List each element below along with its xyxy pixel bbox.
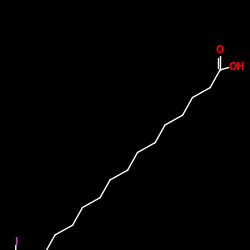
- Text: O: O: [216, 45, 224, 55]
- Text: OH: OH: [228, 62, 244, 72]
- Text: I: I: [14, 237, 18, 247]
